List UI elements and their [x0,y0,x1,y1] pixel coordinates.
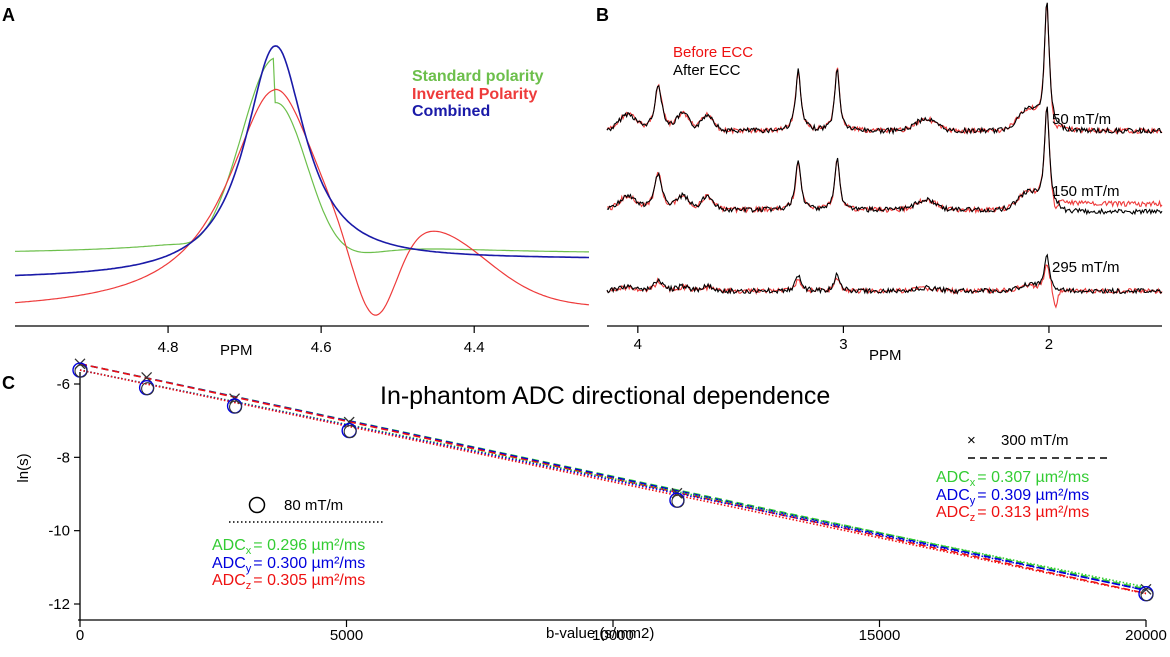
legend-300: × 300 mT/m ADCx = 0.307 µm²/ms ADCy = 0.30… [936,432,1112,524]
fit-line-z [79,369,1147,595]
legend-standard-polarity: Standard polarity [412,68,544,85]
panel-a-ticks: 4.8 4.6 4.4 [158,326,485,356]
spectrum-after-ecc [606,2,1163,136]
point-80-black [141,382,155,396]
panel-c-label: C [2,373,15,393]
spectrum-after-ecc [606,106,1163,216]
panel-c-ytick-label: -10 [48,523,70,540]
point-80-black [1140,588,1154,602]
panel-c-xlabel: b-value (s/mm2) [546,625,654,642]
panel-b-tick-label: 2 [1045,336,1053,353]
fit-line-y [79,369,1147,591]
panel-b-tick-label: 3 [839,336,847,353]
panel-a-tick-label: 4.6 [311,339,332,356]
panel-b: B Before ECC After ECC 50 mT/m 150 mT/m … [596,2,1163,364]
trace-label-50: 50 mT/m [1052,111,1111,128]
series-combined [15,45,589,277]
legend-300-label: 300 mT/m [1001,432,1069,449]
panel-c: C In-phantom ADC directional dependence … [2,358,1167,644]
panel-c-xtick-label: 15000 [859,627,901,644]
panel-b-spectra [606,2,1163,309]
panel-b-label: B [596,5,609,25]
legend-300-adc-x: ADCx = 0.307 µm²/ms [936,469,1089,489]
panel-c-xtick-label: 0 [76,627,84,644]
panel-c-ytick-label: -6 [57,376,70,393]
series-standard-polarity [15,57,589,254]
legend-combined: Combined [412,103,490,120]
legend-before-ecc: Before ECC [673,44,753,61]
point-80-black [343,425,357,439]
point-80-black [671,494,685,508]
point-80-black [74,364,88,378]
panel-c-xtick-label: 5000 [330,627,363,644]
legend-80-adc-y: ADCy = 0.300 µm²/ms [212,555,365,575]
panel-c-ytick-label: -12 [48,596,70,613]
trace-label-150: 150 mT/m [1052,183,1120,200]
panel-c-axes: -6 -8 -10 -12 0 5000 10000 15000 20000 [48,372,1167,644]
panel-a-tick-label: 4.4 [464,339,485,356]
legend-300-adc-y: ADCy = 0.309 µm²/ms [936,487,1089,507]
panel-a-label: A [2,5,15,25]
legend-300-marker-icon: × [967,432,976,449]
fit-line-x [79,369,1147,588]
panel-c-xtick-label: 10000 [592,627,634,644]
point-80-black [229,400,243,414]
panel-a: A 4.8 4.6 4.4 PPM Standard polarity Invert… [2,5,590,359]
trace-label-295: 295 mT/m [1052,259,1120,276]
legend-80-marker-icon [248,496,266,514]
panel-c-ylabel: ln(s) [15,453,32,482]
panel-b-tick-label: 4 [634,336,642,353]
legend-80-adc-x: ADCx = 0.296 µm²/ms [212,537,365,557]
legend-80-adc-z: ADCz = 0.305 µm²/ms [212,572,365,592]
legend-after-ecc: After ECC [673,62,741,79]
panel-c-title: In-phantom ADC directional dependence [380,382,830,410]
spectrum-after-ecc [606,253,1163,295]
panel-b-xlabel: PPM [869,347,902,364]
panel-a-tick-label: 4.8 [158,339,179,356]
series-inverted-polarity [14,88,590,316]
panel-c-ytick-label: -8 [57,449,70,466]
legend-inverted-polarity: Inverted Polarity [412,86,537,103]
panel-c-xtick-label: 20000 [1125,627,1167,644]
legend-300-adc-z: ADCz = 0.313 µm²/ms [936,504,1089,524]
legend-80-label: 80 mT/m [284,497,343,514]
panel-c-fit-lines [79,363,1147,595]
legend-80: 80 mT/m ADCx = 0.296 µm²/ms ADCy = 0.300 µ… [212,496,384,592]
panel-a-curves [14,45,590,316]
panel-c-points [72,358,1154,602]
panel-a-xlabel: PPM [220,342,253,359]
panel-b-ticks: 4 3 2 [634,326,1053,353]
